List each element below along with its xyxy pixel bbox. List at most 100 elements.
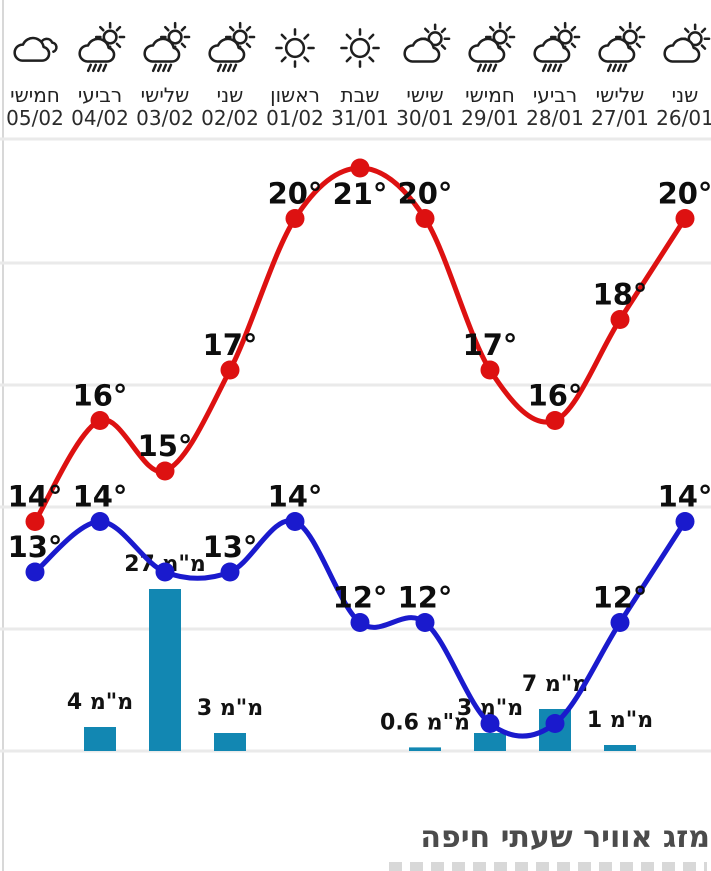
low-temp-label: 14° [73,480,128,514]
sun-icon [333,21,387,75]
low-temp-point [415,613,435,632]
rain-amount-label: מ"מ 3 [197,696,263,721]
low-temp-point [25,562,45,582]
rain-amount-label: מ"מ 1 [587,708,653,733]
low-temp-point [90,512,110,531]
day-date-label: 03/02 [136,106,194,130]
day-date-label: 05/02 [6,106,64,130]
day-date-label: 26/01 [656,106,711,130]
forecast-day-column[interactable]: ראשון 01/02 [260,0,330,139]
low-temp-label: 13° [203,530,258,564]
high-temp-point [480,360,500,380]
low-temp-point [675,512,695,531]
forecast-day-column[interactable]: שני 02/02 [195,0,265,139]
cropped-text-strip [389,862,707,871]
day-name-label: שישי [406,83,444,107]
high-temp-line [32,165,688,523]
day-name-label: שני [216,83,244,107]
high-temp-label: 20° [398,177,453,211]
day-date-label: 31/01 [331,106,389,130]
sun-shower-icon [203,21,257,75]
rain-bar [474,733,506,751]
high-temp-point [610,310,630,329]
low-temp-label: 12° [398,581,453,615]
forecast-day-column[interactable]: שלישי 27/01 [585,0,655,139]
high-temp-point [350,158,370,178]
high-temp-label: 14° [8,480,63,514]
rain-bar [84,727,116,751]
sun-shower-icon [463,21,517,75]
low-temp-label: 14° [658,480,711,514]
day-date-label: 04/02 [71,106,129,130]
day-name-label: רביעי [77,83,123,107]
low-temp-point [220,562,240,582]
forecast-day-column[interactable]: חמישי 05/02 [0,0,70,139]
sun-shower-icon [73,21,127,75]
day-name-label: שלישי [140,83,190,107]
day-date-label: 27/01 [591,106,649,130]
low-temp-point [480,714,500,733]
forecast-day-column[interactable]: רביעי 28/01 [520,0,590,139]
day-name-label: שני [671,83,699,107]
high-temp-label: 20° [268,177,323,211]
high-temp-point [415,209,435,228]
low-temp-point [285,512,305,531]
day-name-label: שבת [340,83,380,107]
high-temp-label: 17° [463,328,518,362]
rain-bar [604,745,636,751]
low-temp-label: 14° [268,480,323,514]
low-temp-label: 13° [8,530,63,564]
rain-amount-label: מ"מ 0.6 [380,710,470,735]
high-temp-label: 17° [203,328,258,362]
sun-shower-icon [138,21,192,75]
forecast-day-column[interactable]: שבת 31/01 [325,0,395,139]
forecast-day-column[interactable]: שני 26/01 [650,0,711,139]
day-name-label: רביעי [532,83,578,107]
low-temp-label: 12° [593,581,648,615]
high-temp-point [220,360,240,380]
day-name-label: חמישי [10,83,60,107]
high-temp-point [545,411,565,430]
low-temp-point [155,562,175,582]
low-temp-point [350,613,370,632]
rain-bar [409,747,441,751]
high-temp-label: 20° [658,177,711,211]
forecast-day-column[interactable]: שלישי 03/02 [130,0,200,139]
high-temp-point [155,461,175,481]
rain-bar [149,589,181,751]
page-title: מזג אוויר שעתי חיפה [420,820,710,855]
day-date-label: 28/01 [526,106,584,130]
day-date-label: 30/01 [396,106,454,130]
day-date-label: 29/01 [461,106,519,130]
forecast-day-column[interactable]: חמישי 29/01 [455,0,525,139]
high-temp-label: 16° [528,379,583,413]
cloud-sun-icon [398,21,452,75]
day-date-label: 01/02 [266,106,324,130]
low-temp-point [545,714,565,733]
day-date-label: 02/02 [201,106,259,130]
high-temp-label: 16° [73,379,128,413]
sun-icon [268,21,322,75]
high-temp-label: 15° [138,429,193,463]
day-name-label: ראשון [270,83,320,107]
sun-shower-icon [528,21,582,75]
day-name-label: חמישי [465,83,515,107]
cloud-icon [8,21,62,75]
left-border-line [2,0,4,871]
forecast-day-column[interactable]: רביעי 04/02 [65,0,135,139]
high-temp-point [285,209,305,228]
high-temp-label: 21° [333,177,388,211]
rain-bar [214,733,246,751]
rain-amount-label: מ"מ 4 [67,690,133,715]
forecast-day-column[interactable]: שישי 30/01 [390,0,460,139]
low-temp-point [610,613,630,632]
high-temp-point [675,209,695,228]
high-temp-point [25,512,45,531]
high-temp-label: 18° [593,278,648,312]
day-name-label: שלישי [595,83,645,107]
high-temp-point [90,411,110,430]
cloud-sun-icon [658,21,711,75]
sun-shower-icon [593,21,647,75]
low-temp-label: 12° [333,581,388,615]
